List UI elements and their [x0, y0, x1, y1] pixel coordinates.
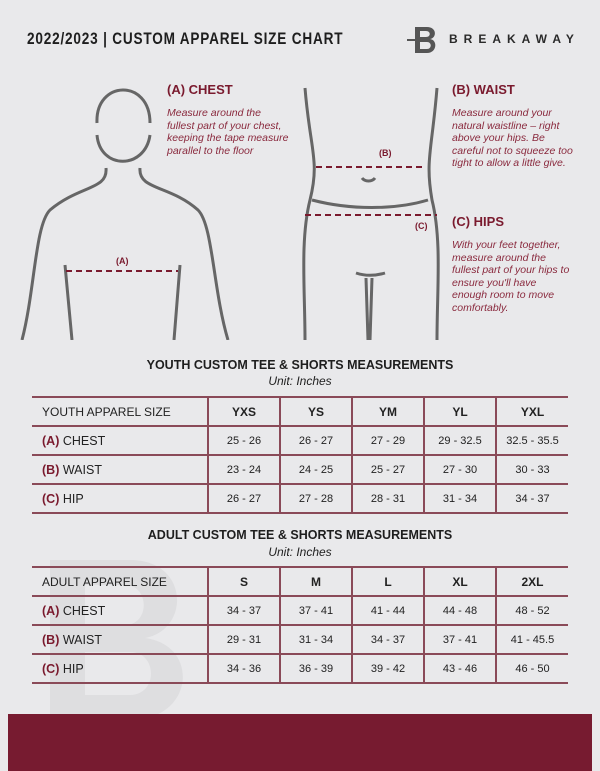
measure-value: 23 - 24	[207, 454, 280, 484]
measure-name: HIP	[62, 661, 84, 676]
measure-value: 29 - 32.5	[423, 425, 496, 455]
measure-value: 39 - 42	[351, 653, 424, 683]
measure-code: (A)	[42, 433, 60, 448]
measure-value: 43 - 46	[423, 653, 496, 683]
measure-value: 27 - 28	[279, 483, 352, 513]
size-m: M	[279, 566, 352, 596]
footer-band	[8, 714, 592, 771]
measure-code: (B)	[42, 462, 60, 477]
measure-value: 34 - 37	[207, 595, 280, 625]
measure-name: HIP	[62, 491, 84, 506]
size-yl: YL	[423, 396, 496, 426]
size-header: YOUTH APPAREL SIZE	[32, 396, 208, 426]
size-xl: XL	[423, 566, 496, 596]
size-ym: YM	[351, 396, 424, 426]
header-row: ADULT APPAREL SIZE S M L XL 2XL	[32, 566, 568, 596]
measure-value: 31 - 34	[423, 483, 496, 513]
measure-label: (A) CHEST	[32, 595, 208, 625]
table-row: (A) CHEST 25 - 26 26 - 27 27 - 29 29 - 32.5 3…	[32, 425, 568, 455]
measure-label: (C) HIP	[32, 653, 208, 683]
measure-value: 25 - 27	[351, 454, 424, 484]
brand-name: BREAKAWAY	[449, 32, 580, 46]
measure-value: 27 - 30	[423, 454, 496, 484]
measure-name: WAIST	[62, 462, 102, 477]
measure-value: 34 - 37	[495, 483, 568, 513]
measure-label: (B) WAIST	[32, 624, 208, 654]
page-title: 2022/2023 | CUSTOM APPAREL SIZE CHART	[27, 29, 344, 48]
table-row: (C) HIP 34 - 36 36 - 39 39 - 42 43 - 46 46 - …	[32, 653, 568, 683]
table-row: (C) HIP 26 - 27 27 - 28 28 - 31 31 - 34 34 - …	[32, 483, 568, 513]
marker-a: (A)	[116, 256, 129, 266]
measure-value: 34 - 36	[207, 653, 280, 683]
header-row: YOUTH APPAREL SIZE YXS YS YM YL YXL	[32, 396, 568, 426]
adult-unit: Unit: Inches	[268, 545, 332, 559]
waist-description: Measure around your natural waistline – …	[452, 107, 573, 170]
measure-label: (C) HIP	[32, 483, 208, 513]
table-row: (B) WAIST 23 - 24 24 - 25 25 - 27 27 - 30 30 …	[32, 454, 568, 484]
table-row: (A) CHEST 34 - 37 37 - 41 41 - 44 44 - 48 48 …	[32, 595, 568, 625]
youth-unit: Unit: Inches	[268, 374, 332, 388]
table-row: (B) WAIST 29 - 31 31 - 34 34 - 37 37 - 41 41 …	[32, 624, 568, 654]
measure-value: 27 - 29	[351, 425, 424, 455]
measure-value: 36 - 39	[279, 653, 352, 683]
chest-description: Measure around the fullest part of your …	[167, 107, 289, 157]
measure-name: WAIST	[62, 632, 102, 647]
chest-heading: (A) CHEST	[167, 82, 233, 97]
measure-value: 46 - 50	[495, 653, 568, 683]
breakaway-logo	[407, 27, 436, 53]
measure-code: (C)	[42, 661, 60, 676]
measure-name: CHEST	[62, 603, 106, 618]
size-l: L	[351, 566, 424, 596]
measure-code: (C)	[42, 491, 60, 506]
adult-table-title: ADULT CUSTOM TEE & SHORTS MEASUREMENTS	[147, 528, 453, 542]
measure-value: 34 - 37	[351, 624, 424, 654]
measure-value: 41 - 45.5	[495, 624, 568, 654]
hips-description: With your feet together, measure around …	[452, 239, 570, 314]
size-yxs: YXS	[207, 396, 280, 426]
size-yxl: YXL	[495, 396, 568, 426]
measure-code: (A)	[42, 603, 60, 618]
measure-value: 32.5 - 35.5	[495, 425, 568, 455]
measure-code: (B)	[42, 632, 60, 647]
measure-value: 48 - 52	[495, 595, 568, 625]
size-ys: YS	[279, 396, 352, 426]
measure-value: 28 - 31	[351, 483, 424, 513]
size-2xl: 2XL	[495, 566, 568, 596]
measure-value: 26 - 27	[279, 425, 352, 455]
measure-name: CHEST	[62, 433, 106, 448]
measure-value: 37 - 41	[279, 595, 352, 625]
measure-value: 24 - 25	[279, 454, 352, 484]
size-s: S	[207, 566, 280, 596]
youth-size-table: YOUTH APPAREL SIZE YXS YS YM YL YXL (A) CHEST 2…	[32, 396, 568, 514]
measure-value: 29 - 31	[207, 624, 280, 654]
marker-b: (B)	[379, 148, 392, 158]
adult-size-table: ADULT APPAREL SIZE S M L XL 2XL (A) CHEST 34 - …	[32, 566, 568, 684]
measure-value: 26 - 27	[207, 483, 280, 513]
measure-label: (A) CHEST	[32, 425, 208, 455]
measure-value: 31 - 34	[279, 624, 352, 654]
measure-value: 41 - 44	[351, 595, 424, 625]
measure-value: 44 - 48	[423, 595, 496, 625]
hips-heading: (C) HIPS	[452, 214, 504, 229]
body-diagram	[20, 87, 440, 340]
measure-value: 30 - 33	[495, 454, 568, 484]
marker-c: (C)	[415, 221, 428, 231]
measure-value: 25 - 26	[207, 425, 280, 455]
waist-heading: (B) WAIST	[452, 82, 515, 97]
measure-value: 37 - 41	[423, 624, 496, 654]
youth-table-title: YOUTH CUSTOM TEE & SHORTS MEASUREMENTS	[146, 358, 454, 372]
size-header: ADULT APPAREL SIZE	[32, 566, 208, 596]
measure-label: (B) WAIST	[32, 454, 208, 484]
